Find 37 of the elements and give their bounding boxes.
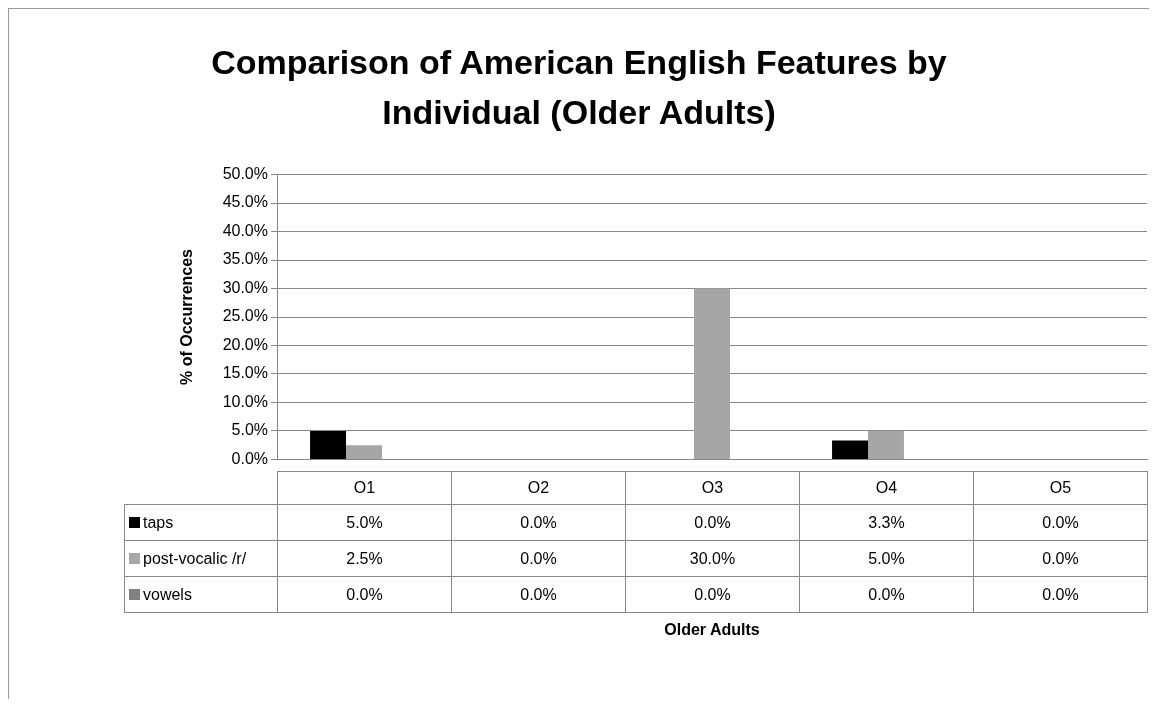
data-label: 0.0%	[799, 576, 974, 613]
y-tick-label: 45.0%	[222, 193, 268, 211]
y-tick-label: 10.0%	[222, 392, 268, 410]
y-tick-label: 25.0%	[222, 307, 268, 325]
data-label: 0.0%	[277, 576, 452, 613]
x-tick-label: O3	[625, 471, 800, 505]
y-tick-label: 40.0%	[222, 221, 268, 239]
x-tick-label: O4	[799, 471, 974, 505]
data-label: 0.0%	[973, 576, 1148, 613]
data-label: 0.0%	[451, 504, 626, 541]
data-label: 5.0%	[799, 540, 974, 577]
y-tick-label: 5.0%	[231, 421, 268, 439]
text: Older Adults	[663, 621, 761, 639]
x-tick-label: O2	[451, 471, 626, 505]
data-label: 0.0%	[625, 576, 800, 613]
data-label: 0.0%	[973, 504, 1148, 541]
legend-label: vowels	[143, 585, 192, 603]
legend-label: taps	[143, 513, 174, 531]
data-label: 5.0%	[277, 504, 452, 541]
y-axis-title: % of Occurrences	[178, 248, 196, 386]
data-label: 3.3%	[799, 504, 974, 541]
x-tick-label: O1	[277, 471, 452, 505]
data-label: 2.5%	[277, 540, 452, 577]
data-label: 0.0%	[451, 576, 626, 613]
x-tick-label: O5	[973, 471, 1148, 505]
chart-title: Comparison of American English Features by Individual (Older Adults)	[210, 42, 948, 133]
y-tick-label: 20.0%	[222, 335, 268, 353]
y-tick-label: 35.0%	[222, 250, 268, 268]
y-tick-label: 15.0%	[222, 364, 268, 382]
data-label: 0.0%	[973, 540, 1148, 577]
data-label: 30.0%	[625, 540, 800, 577]
y-tick-label: 50.0%	[222, 165, 268, 183]
data-label: 0.0%	[625, 504, 800, 541]
legend-label: post-vocalic /r/	[143, 549, 247, 567]
y-tick-label: 30.0%	[222, 278, 268, 296]
data-label: 0.0%	[451, 540, 626, 577]
y-tick-label: 0.0%	[231, 449, 268, 467]
